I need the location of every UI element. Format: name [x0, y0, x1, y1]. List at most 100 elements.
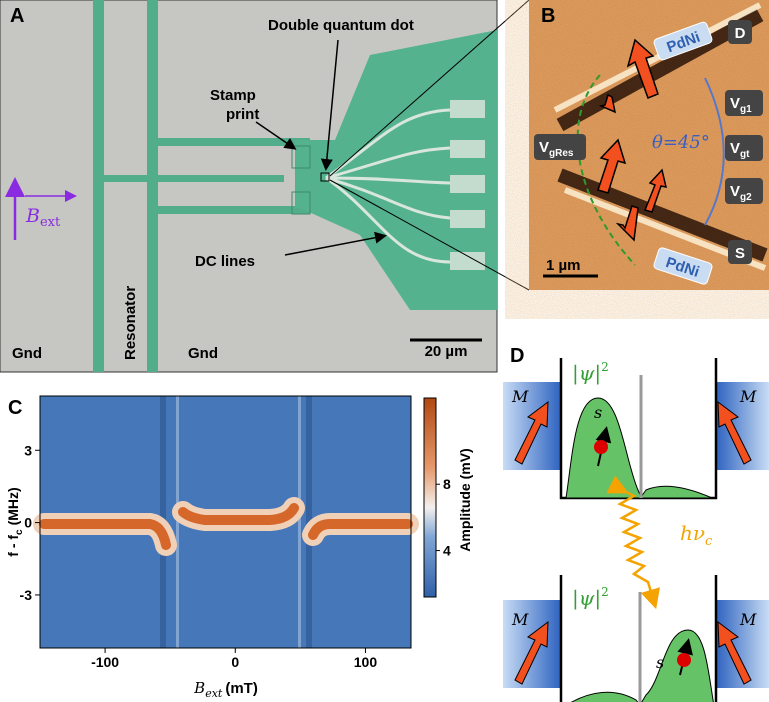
colorbar-tick-label: 8 [443, 476, 451, 492]
magnet-arrow [514, 620, 549, 685]
panel-a: A Double quantum dot Stamp print DC line… [0, 0, 530, 373]
annotation: print [226, 106, 259, 123]
field-label: Bext [25, 205, 61, 230]
arrow [320, 39, 339, 171]
spin-label: s [656, 653, 664, 672]
photon [606, 475, 660, 610]
dashed-arc [576, 74, 636, 266]
x-label-unit: (mT) [225, 680, 258, 697]
scale-label: 20 µm [425, 343, 468, 360]
x-tick-label: 0 [231, 654, 239, 670]
spin-label: s [594, 403, 602, 422]
electron [594, 440, 608, 454]
gate-box [728, 20, 752, 44]
psi-main: |ψ| [572, 361, 601, 386]
dc-line [325, 108, 451, 180]
y-label-sub: c [14, 529, 25, 535]
moment-arrow [643, 168, 667, 213]
gate-label: Vg1 [730, 95, 752, 115]
annotation: Gnd [12, 345, 42, 362]
colorbar-label: Amplitude (mV) [457, 448, 473, 551]
colorbar [423, 397, 437, 598]
photon-main: hν [680, 521, 705, 545]
gate-label: Vgt [730, 140, 750, 160]
angle-arc [704, 77, 725, 226]
magnet [503, 600, 561, 688]
panel-d: D s |ψ|2 M M s |ψ|2 M M hνc [503, 345, 769, 702]
annotation: Resonator [122, 286, 139, 360]
colorbar-tick-label: 4 [443, 543, 451, 559]
photon-sub: c [705, 534, 713, 549]
gate-labels: PdNi PdNi D S Vg1 Vgt Vg2 VgRes [534, 20, 763, 285]
psi-sup: 2 [601, 360, 609, 374]
center-line [104, 175, 284, 182]
gate-base: V [730, 95, 740, 112]
gate-sub: gRes [549, 148, 574, 159]
gate-label: S [735, 245, 745, 262]
dc-pad [450, 140, 485, 158]
annotation: Stamp [210, 87, 256, 104]
x-label-sub: ext [205, 687, 223, 700]
zoom-line [329, 179, 530, 291]
gate-box [725, 135, 763, 161]
panel-b: PdNi PdNi D S Vg1 Vgt Vg2 VgRes θ=45° 1 … [529, 0, 769, 290]
dc-line [325, 176, 451, 185]
band-core [39, 503, 413, 550]
photon-label: hνc [680, 521, 713, 549]
gate-label: Vg2 [730, 183, 752, 203]
annotation: DC lines [195, 253, 255, 270]
resonator-line [93, 0, 104, 372]
panel-label: C [8, 397, 22, 419]
y-label-unit: (MHz) [5, 487, 21, 525]
gate-base: V [539, 139, 549, 156]
y-tick-label: 3 [24, 442, 32, 458]
dc-pad [450, 252, 485, 270]
scale-label: 1 µm [546, 257, 581, 274]
wavefunction [565, 397, 713, 499]
magnet-label: M [511, 387, 529, 406]
gate-label: D [735, 25, 746, 42]
field-base: B [25, 205, 40, 227]
dc-line-traces [325, 108, 451, 264]
magnet-arrow [514, 400, 549, 465]
dc-pad [450, 100, 485, 118]
annotation: Gnd [188, 345, 218, 362]
x-label-main: B [193, 679, 205, 697]
x-tick-label: 100 [354, 654, 378, 670]
magnet-stripe [556, 8, 764, 132]
dc-pads [450, 100, 485, 270]
stamp-outline [291, 145, 311, 169]
magnet-label: M [511, 610, 529, 629]
zoom-line [329, 0, 530, 177]
panel-label: A [10, 5, 24, 27]
dc-pad [450, 175, 485, 193]
moment-arrow [598, 93, 617, 114]
arrow [284, 231, 387, 256]
psi-sup: 2 [601, 585, 609, 599]
magnet-stripe [553, 2, 762, 113]
gate-sub: g1 [740, 104, 752, 115]
plot-frame [39, 395, 412, 649]
angle-label: θ=45° [652, 132, 710, 153]
arrow [255, 121, 297, 150]
gate-box [728, 240, 752, 264]
panel-label: D [510, 345, 524, 367]
magnet-arrow [717, 400, 752, 465]
gate-label: VgRes [539, 139, 574, 159]
magnet-label: M [739, 387, 757, 406]
well [559, 575, 718, 702]
x-axis-label: Bext (mT) [193, 679, 258, 700]
moment-arrow [626, 38, 659, 99]
gate-box [725, 178, 763, 204]
contact-pad [295, 30, 497, 310]
field-sub: ext [40, 215, 61, 230]
dc-line [325, 146, 451, 180]
electron [677, 653, 691, 667]
psi-main: |ψ| [572, 586, 601, 611]
stamp-outline [291, 191, 311, 215]
gate-base: V [730, 140, 740, 157]
y-tick-label: -3 [20, 587, 33, 603]
dc-pad [450, 210, 485, 228]
moment-arrow [597, 138, 627, 194]
